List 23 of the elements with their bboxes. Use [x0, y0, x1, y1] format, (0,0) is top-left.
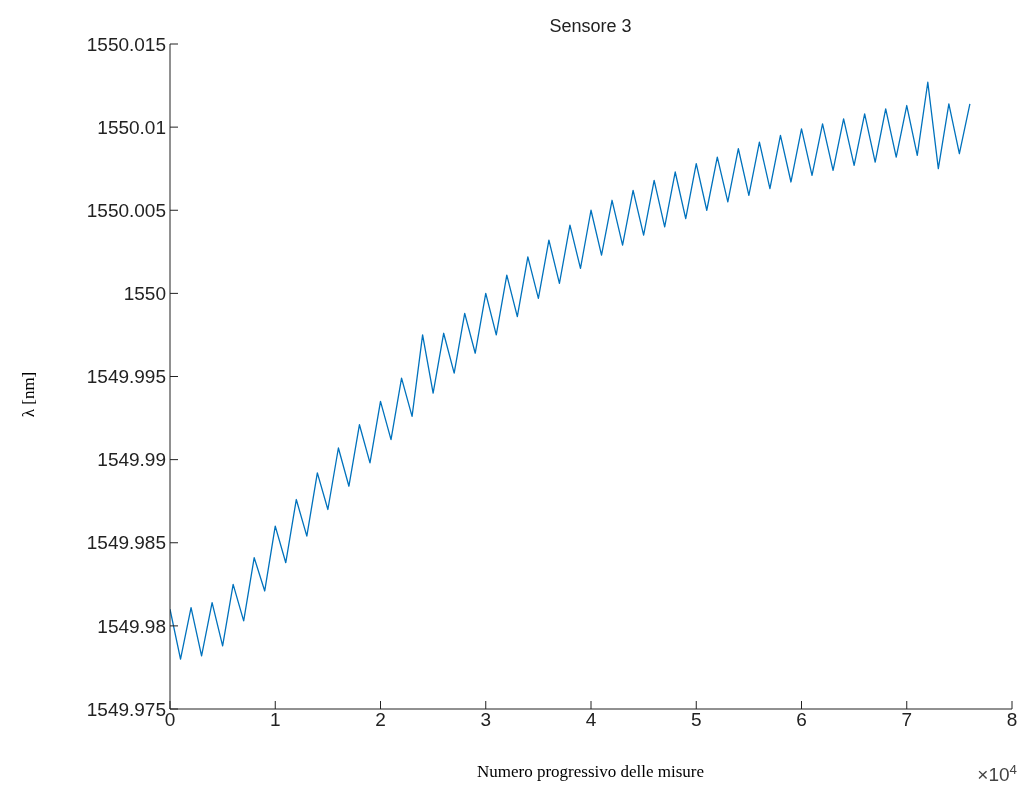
x-tick-label: 6 [796, 709, 807, 731]
x-tick-label: 2 [375, 709, 386, 731]
chart-title: Sensore 3 [549, 16, 632, 36]
y-tick-label: 1550.01 [97, 116, 166, 138]
x-tick-label: 8 [1006, 709, 1018, 731]
y-tick-label: 1550 [123, 283, 166, 305]
x-tick-label: 1 [269, 709, 281, 731]
x-tick-label: 7 [901, 709, 913, 731]
y-tick-label: 1549.99 [97, 449, 166, 471]
y-tick-label: 1549.985 [86, 532, 166, 554]
y-tick-label: 1550.015 [86, 33, 166, 55]
y-tick-label: 1550.005 [86, 199, 166, 221]
x-tick-label: 3 [480, 709, 492, 731]
text: ×10$^{4}$ [977, 761, 1017, 785]
line-series [170, 81, 971, 660]
y-axis-title: λ [nm] [19, 371, 38, 418]
x-tick-label: 0 [164, 709, 176, 731]
x-tick-label: 4 [585, 709, 597, 731]
y-tick-label: 1549.995 [86, 366, 166, 388]
y-tick-label: 1549.975 [86, 698, 166, 720]
y-tick-label: 1549.98 [97, 615, 166, 637]
x-tick-label: 5 [690, 709, 702, 731]
x-axis-title: Numero progressivo delle misure [476, 762, 705, 781]
